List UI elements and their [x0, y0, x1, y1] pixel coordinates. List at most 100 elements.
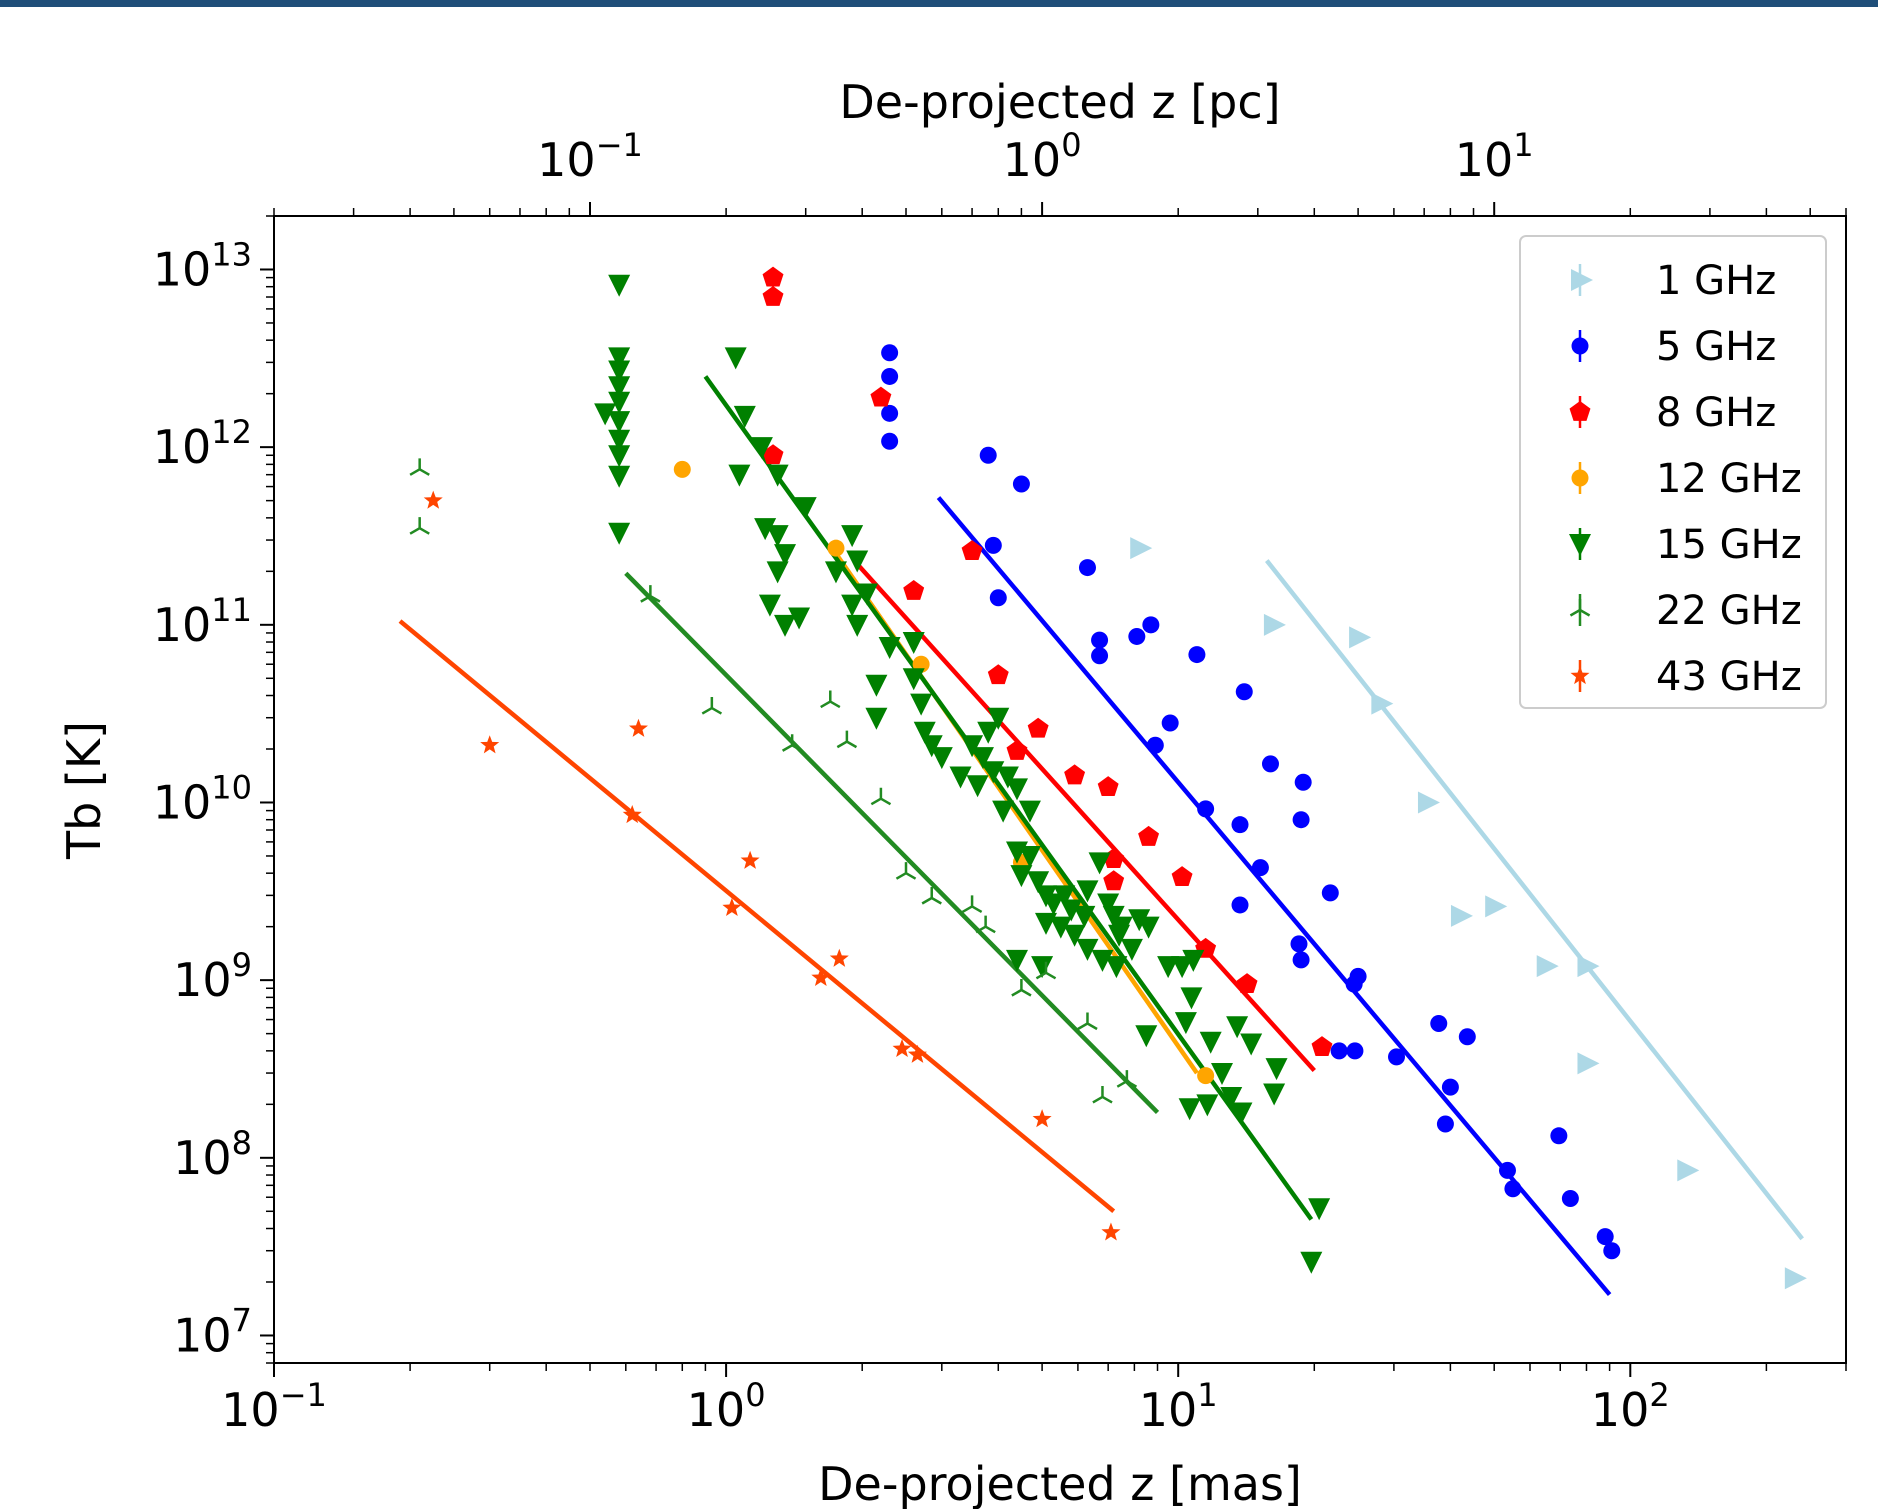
data-point [1430, 1015, 1448, 1033]
data-point [1103, 870, 1125, 891]
data-point [1042, 893, 1065, 916]
tick-labels: 10−1 100 101 102 10−1 100 101 107 108 109 1010 1011… [153, 126, 1670, 1437]
data-point [1261, 755, 1279, 773]
data-point [1011, 979, 1032, 997]
data-point [892, 1038, 912, 1058]
data-point [921, 886, 942, 905]
data-point [1231, 816, 1249, 834]
data-point [987, 707, 1010, 730]
data-point [829, 948, 849, 967]
data-point [1157, 956, 1180, 979]
y-tick-label: 1012 [153, 413, 252, 474]
data-point [1006, 739, 1028, 760]
data-point [989, 589, 1007, 607]
data-point [1300, 1251, 1323, 1274]
data-point [913, 721, 936, 744]
data-point [1174, 1012, 1197, 1035]
data-point [1235, 683, 1253, 701]
data-point [608, 411, 631, 434]
data-point [895, 862, 917, 880]
data-point [881, 432, 899, 450]
data-point [1006, 949, 1029, 972]
series-8-ghz [762, 266, 1333, 1056]
data-point [903, 579, 925, 600]
data-point [673, 460, 691, 478]
data-point [870, 787, 892, 806]
y-tick-label: 1011 [153, 591, 252, 652]
data-point [1101, 1222, 1121, 1241]
data-point [1064, 764, 1086, 785]
data-point [971, 747, 994, 770]
data-point [1485, 895, 1508, 918]
legend-label: 43 GHz [1656, 654, 1802, 700]
top-tick-label: 101 [1455, 126, 1534, 187]
data-point [902, 668, 925, 691]
legend-item: 43 GHz [1570, 654, 1802, 700]
data-point [1063, 924, 1086, 947]
data-point [1290, 935, 1308, 953]
fit-line [398, 619, 1116, 1214]
data-points [409, 266, 1807, 1290]
legend-frame [1519, 235, 1827, 709]
data-point [1321, 884, 1339, 902]
data-point [701, 697, 723, 715]
data-point [608, 376, 631, 399]
data-point [1035, 961, 1057, 980]
data-point [1088, 852, 1111, 875]
data-point [1032, 1109, 1052, 1128]
data-point [910, 693, 933, 716]
data-point [608, 360, 631, 383]
data-point [827, 539, 845, 557]
legend: 1 GHz 5 GHz 8 GHz 12 GHz 15 GHz 22 GHz 43 GHz [1519, 235, 1827, 709]
data-point [1263, 613, 1286, 636]
data-point [1498, 1161, 1516, 1179]
top-tick-label: 100 [1003, 126, 1082, 187]
data-point [1292, 951, 1310, 969]
data-point [1116, 1070, 1138, 1088]
data-point [608, 465, 631, 488]
data-point [1018, 845, 1041, 868]
data-point [1027, 871, 1050, 894]
data-point [724, 347, 747, 370]
y-tick-label: 109 [173, 946, 252, 1007]
data-point [1146, 736, 1164, 754]
data-point [979, 446, 997, 464]
series-1-ghz [1130, 537, 1807, 1290]
data-point [987, 664, 1009, 685]
x-tick-label: 100 [687, 1376, 766, 1437]
data-point [1006, 778, 1029, 801]
fit-line [624, 571, 1160, 1115]
data-point [1077, 1012, 1098, 1031]
data-point [409, 458, 430, 476]
data-point [1091, 949, 1114, 972]
tick-marks [260, 202, 1847, 1377]
x-tick-label: 10−1 [221, 1376, 327, 1437]
legend-item: 12 GHz [1571, 456, 1802, 502]
data-point [1550, 1127, 1568, 1145]
data-point [949, 766, 972, 789]
data-point [728, 464, 751, 487]
data-point [1236, 973, 1258, 994]
data-point [1441, 1078, 1459, 1096]
series-22-ghz [409, 458, 1138, 1104]
data-point [1504, 1180, 1522, 1198]
data-point [1346, 1042, 1364, 1060]
y-tick-label: 1010 [153, 768, 252, 829]
y-tick-label: 107 [173, 1301, 252, 1362]
data-point [930, 747, 953, 770]
data-point [1240, 1033, 1263, 1056]
data-point [1265, 1058, 1288, 1081]
y-tick-label: 108 [173, 1124, 252, 1185]
legend-label: 22 GHz [1656, 588, 1802, 634]
data-point [977, 721, 1000, 744]
data-point [1417, 791, 1440, 814]
fit-line [936, 496, 1612, 1296]
data-point [1570, 666, 1590, 685]
data-point [1784, 1267, 1807, 1290]
data-point [754, 518, 777, 541]
data-point [865, 707, 888, 730]
legend-label: 1 GHz [1656, 258, 1776, 304]
data-point [766, 561, 789, 584]
x-tick-label: 101 [1139, 1376, 1218, 1437]
